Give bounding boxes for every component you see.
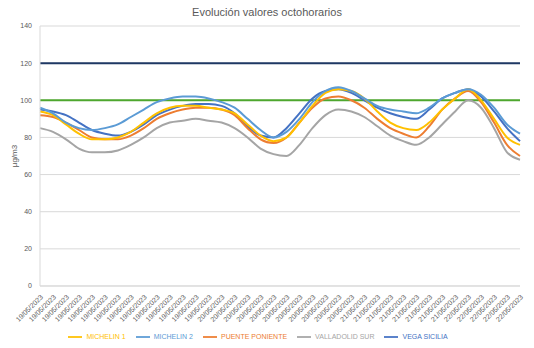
html-text:PUENTE PONIENTE: PUENTE PONIENTE — [221, 332, 288, 340]
svg-text:20/05/2023: 20/05/2023 — [196, 293, 226, 323]
svg-text:20/05/2023: 20/05/2023 — [273, 293, 304, 323]
svg-text:19/05/2023: 19/05/2023 — [66, 293, 97, 323]
svg-text:21/05/2023: 21/05/2023 — [364, 293, 395, 323]
html-text:VEGA SICILIA: VEGA SICILIA — [402, 332, 448, 340]
svg-text:0: 0 — [28, 282, 32, 289]
svg-text:19/05/2023: 19/05/2023 — [40, 293, 71, 323]
svg-text:19/05/2023: 19/05/2023 — [92, 293, 123, 323]
svg-text:21/05/2023: 21/05/2023 — [390, 293, 421, 323]
svg-text:22/05/2023: 22/05/2023 — [468, 293, 499, 323]
svg-text:100: 100 — [20, 97, 32, 104]
svg-text:20/05/2023: 20/05/2023 — [248, 293, 278, 323]
svg-text:21/05/2023: 21/05/2023 — [338, 293, 369, 323]
svg-text:120: 120 — [20, 60, 32, 67]
svg-text:60: 60 — [24, 171, 32, 178]
svg-text:19/05/2023: 19/05/2023 — [144, 293, 174, 323]
svg-text:19/05/2023: 19/05/2023 — [14, 293, 45, 323]
html-text:Evolución valores octohorarios: Evolución valores octohorarios — [192, 6, 342, 18]
svg-text:21/05/2023: 21/05/2023 — [416, 293, 447, 323]
svg-text:20: 20 — [24, 245, 32, 252]
svg-text:19/05/2023: 19/05/2023 — [118, 293, 148, 323]
html-text:MICHELIN 1: MICHELIN 1 — [86, 332, 126, 340]
svg-text:80: 80 — [24, 134, 32, 141]
svg-text:µg/m3: µg/m3 — [10, 144, 19, 167]
svg-text:20/05/2023: 20/05/2023 — [299, 293, 330, 323]
svg-text:40: 40 — [24, 208, 32, 215]
svg-text:22/05/2023: 22/05/2023 — [494, 293, 524, 323]
html-text:MICHELIN 2: MICHELIN 2 — [153, 332, 193, 340]
html-text:VALLADOLID SUR: VALLADOLID SUR — [315, 332, 375, 340]
svg-text:22/05/2023: 22/05/2023 — [442, 293, 473, 323]
svg-text:20/05/2023: 20/05/2023 — [325, 293, 356, 323]
svg-text:20/05/2023: 20/05/2023 — [222, 293, 252, 323]
svg-text:19/05/2023: 19/05/2023 — [170, 293, 200, 323]
svg-text:140: 140 — [20, 22, 32, 29]
